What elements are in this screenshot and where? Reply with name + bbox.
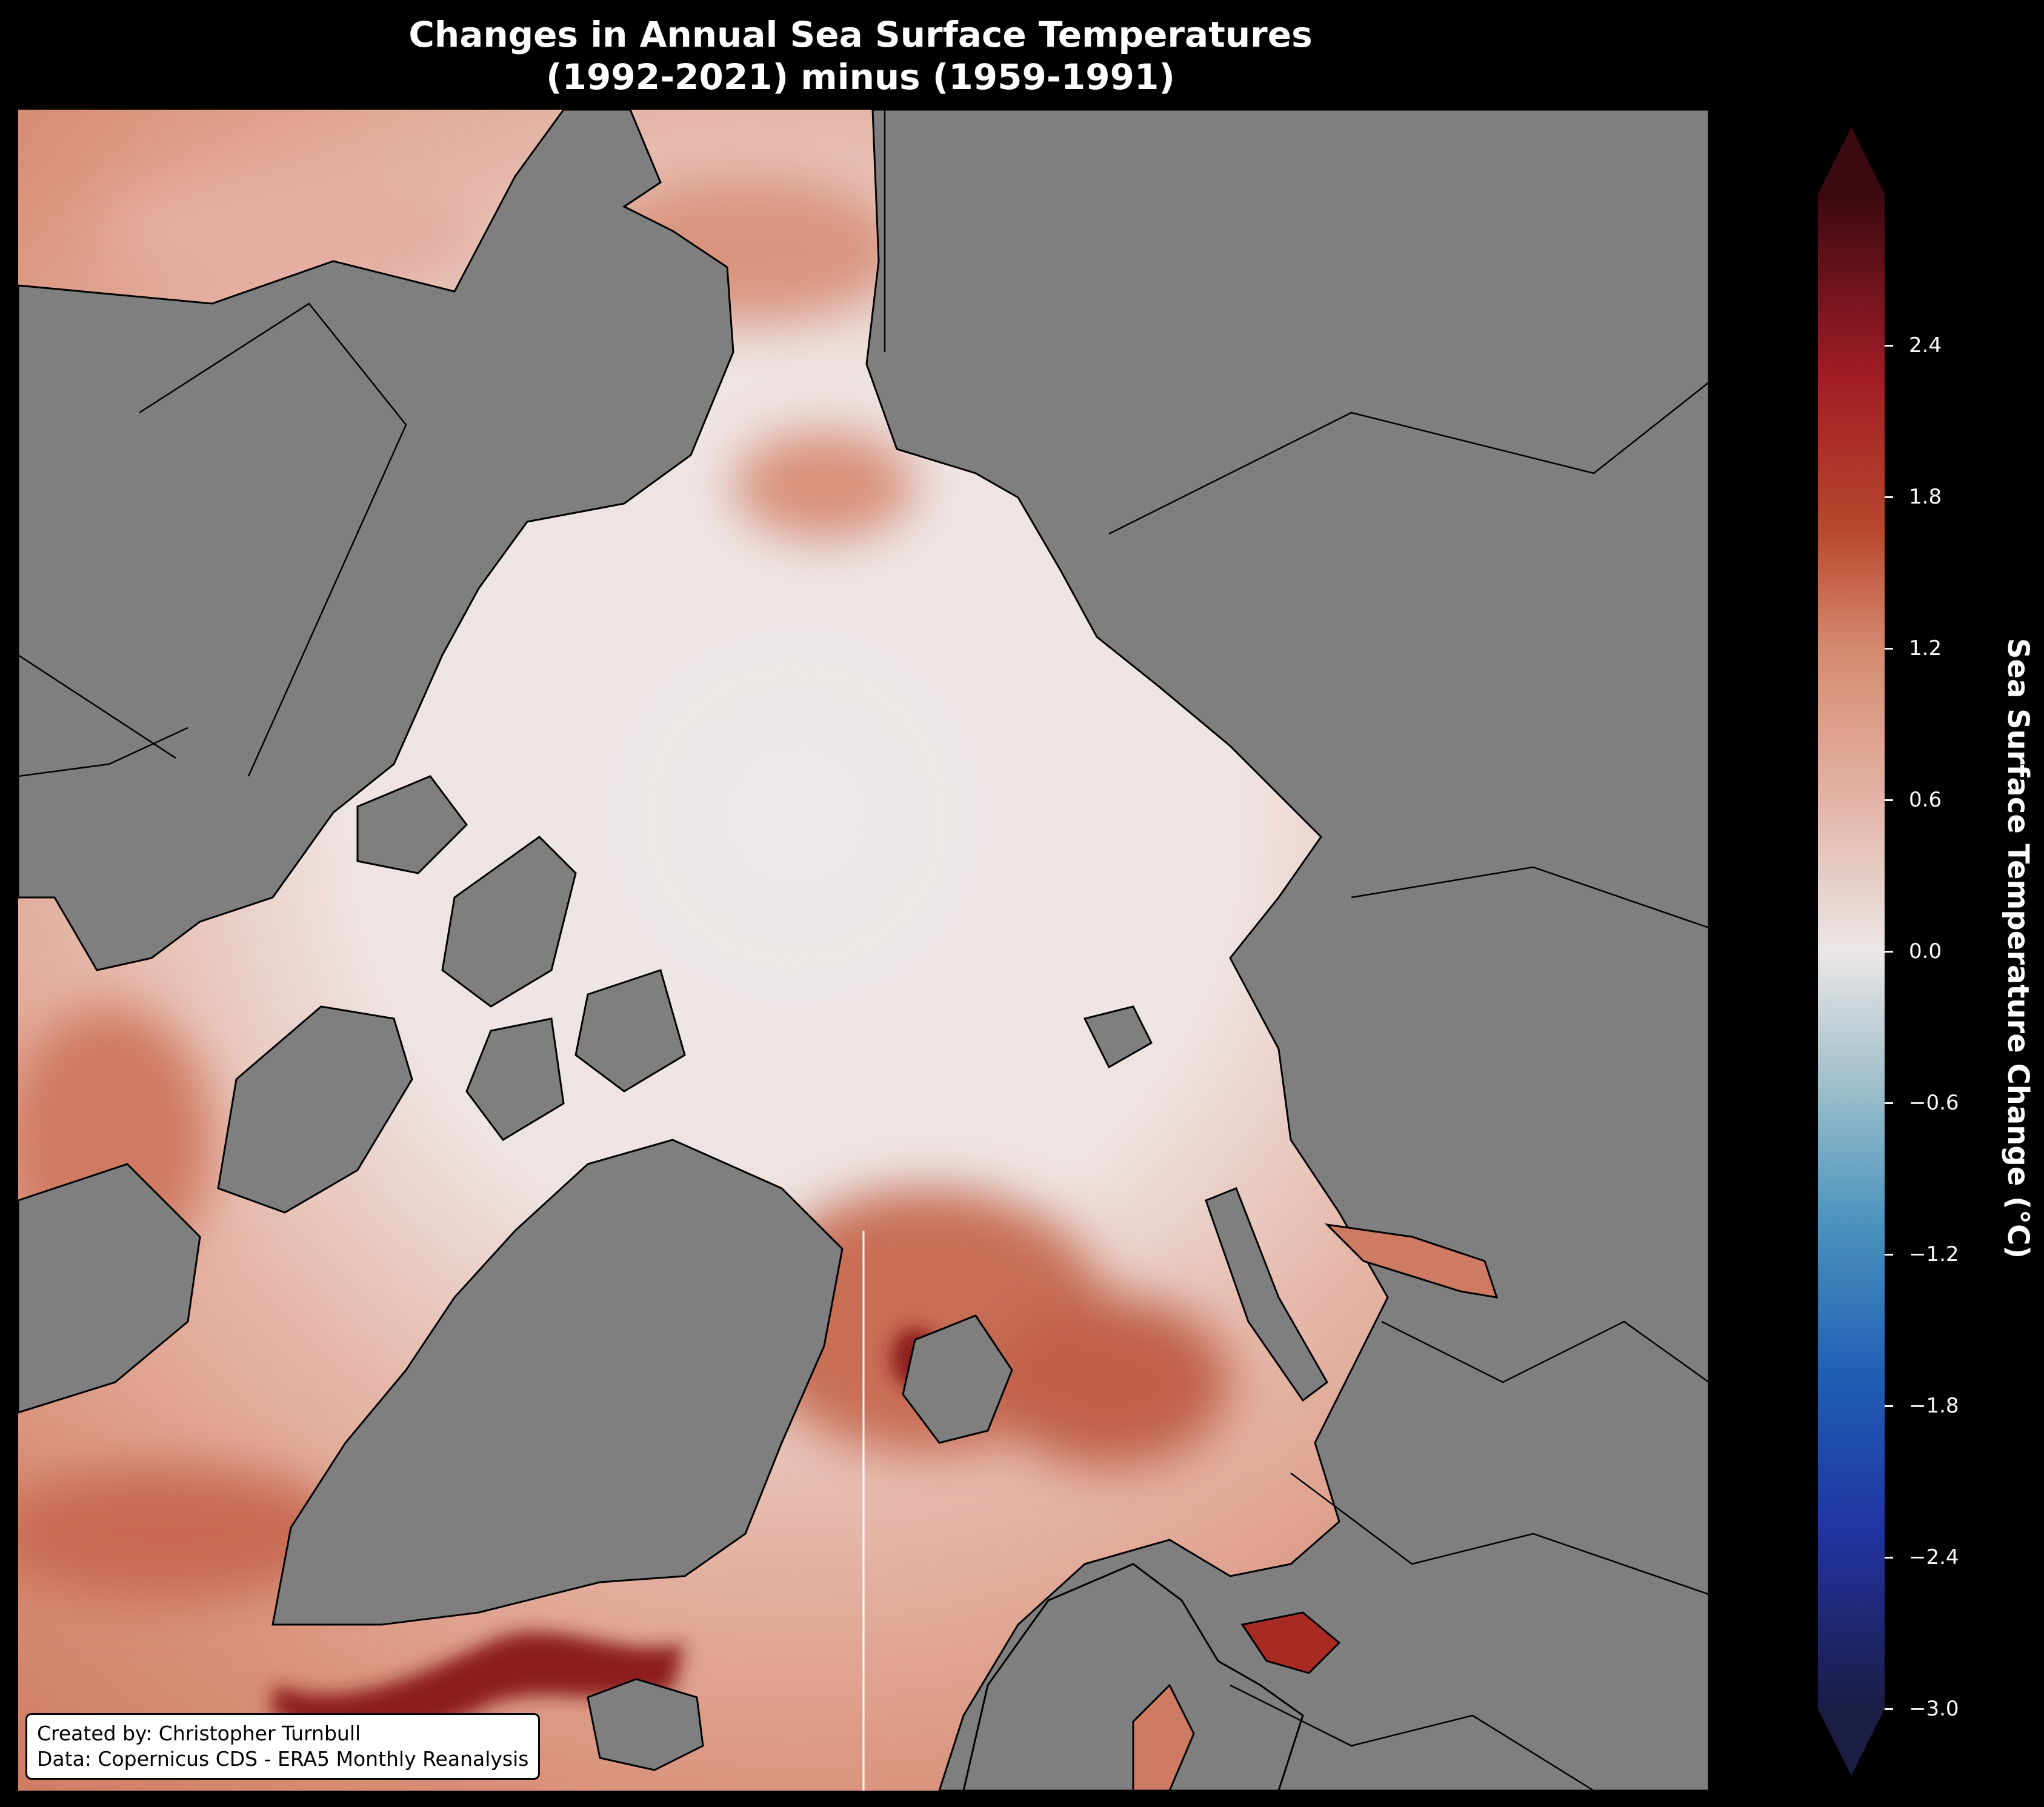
colorbar-tick-mark: [1885, 799, 1893, 801]
colorbar-tick-mark: [1885, 496, 1893, 498]
colorbar-tick-label: 0.6: [1909, 788, 1942, 812]
title-line-2: (1992-2021) minus (1959-1991): [546, 56, 1175, 98]
arctic-island-c: [465, 1017, 565, 1141]
colorbar-tick-mark: [1885, 1557, 1893, 1559]
franz-josef-land: [1083, 1005, 1153, 1069]
colorbar-gradient: [1818, 194, 1885, 1709]
colorbar-tick-label: −0.6: [1909, 1091, 1959, 1115]
colorbar-tick-label: 1.2: [1909, 636, 1942, 661]
title-line-1: Changes in Annual Sea Surface Temperatur…: [408, 14, 1313, 55]
eurasia: [865, 110, 1709, 1791]
colorbar-tick-label: −1.2: [1909, 1242, 1959, 1266]
colorbar-tick-mark: [1885, 1254, 1893, 1256]
colorbar-label: Sea Surface Temperature Change (°C): [2001, 637, 2035, 1259]
sst-change-map: Created by: Christopher Turnbull Data: C…: [18, 110, 1709, 1791]
colorbar-tick-mark: [1885, 1708, 1893, 1710]
land-masses: [18, 110, 1709, 1791]
colorbar-tick-label: −2.4: [1909, 1545, 1959, 1569]
iceland: [587, 1678, 704, 1771]
colorbar-extend-max: [1818, 127, 1885, 194]
colorbar-tick-mark: [1885, 1405, 1893, 1407]
country-borders: [18, 110, 1709, 1791]
arctic-island-b: [574, 969, 686, 1093]
map-title: Changes in Annual Sea Surface Temperatur…: [0, 13, 1721, 98]
colorbar-tick-label: −3.0: [1909, 1697, 1959, 1721]
colorbar-tick-label: 2.4: [1909, 333, 1942, 358]
colorbar-tick-label: 1.8: [1909, 485, 1942, 509]
baltic-sea: [1132, 1683, 1195, 1791]
hudson-bay-shore: [18, 1163, 201, 1414]
kara-sea-gulf: [1324, 1223, 1499, 1299]
colorbar-tick-label: 0.0: [1909, 939, 1942, 963]
colorbar-tick-mark: [1885, 345, 1893, 347]
svalbard: [902, 1314, 1013, 1444]
greenland: [271, 1139, 844, 1626]
novaya-zemlya: [1205, 1187, 1328, 1402]
white-sea: [1240, 1611, 1341, 1674]
ellesmere-island: [441, 836, 577, 1008]
colorbar-extend-min: [1818, 1709, 1885, 1775]
north-america: [18, 110, 734, 971]
credit-box: Created by: Christopher Turnbull Data: C…: [25, 1713, 541, 1780]
arctic-island-a: [356, 775, 468, 874]
scandinavia: [962, 1563, 1304, 1791]
credit-source: Data: Copernicus CDS - ERA5 Monthly Rean…: [37, 1747, 529, 1771]
colorbar-tick-mark: [1885, 951, 1893, 953]
baffin-island: [217, 1005, 413, 1214]
credit-author: Created by: Christopher Turnbull: [37, 1722, 361, 1745]
map-canvas: [18, 110, 1709, 1791]
colorbar-tick-mark: [1885, 648, 1893, 650]
colorbar: [1818, 127, 1885, 1775]
colorbar-tick-label: −1.8: [1909, 1394, 1959, 1418]
colorbar-tick-mark: [1885, 1102, 1893, 1104]
inland-seas: [1132, 1223, 1499, 1791]
